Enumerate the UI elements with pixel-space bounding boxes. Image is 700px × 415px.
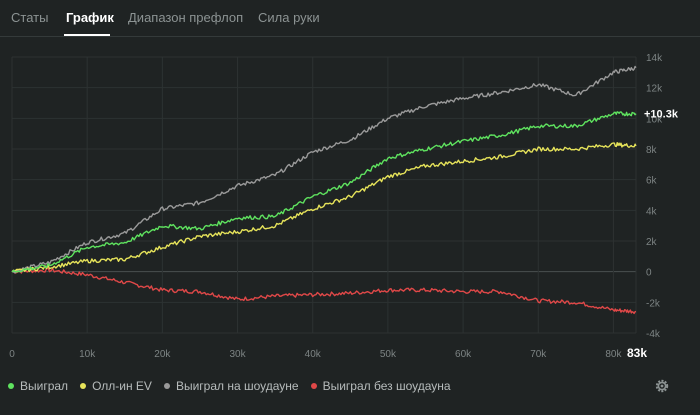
legend-label: Выиграл без шоудауна: [322, 379, 451, 393]
legend-dot-icon: [163, 383, 170, 389]
winnings-chart: 14k 12k 10k 8k 6k 4k 2k 0 -2k -4k 0 10k 20k 30k 40k 50k…: [9, 53, 679, 360]
chart-legend: Выиграл Олл-ин EV Выиграл на шоудауне Выигр…: [8, 378, 463, 396]
end-x-label: 83k: [627, 346, 647, 360]
x-tick-label: 80k: [605, 349, 622, 360]
chart-panel: 14k 12k 10k 8k 6k 4k 2k 0 -2k -4k 0 10k 20k 30k 40k 50k…: [0, 37, 700, 367]
legend-label: Выиграл на шоудауне: [175, 379, 299, 393]
legend-item-1[interactable]: Олл-ин EV: [80, 379, 152, 393]
x-tick-label: 50k: [380, 349, 397, 360]
y-tick-label: 14k: [646, 53, 663, 64]
tab-graph[interactable]: График: [66, 10, 114, 25]
x-tick-label: 0: [9, 349, 15, 360]
x-tick-label: 70k: [530, 349, 547, 360]
y-tick-label: 0: [646, 268, 652, 279]
y-tick-label: -4k: [646, 329, 661, 340]
legend-item-0[interactable]: Выиграл: [8, 379, 68, 393]
x-tick-label: 10k: [79, 349, 96, 360]
series-line-2: [11, 65, 637, 274]
series-line-3: [11, 267, 637, 315]
tab-stats[interactable]: Статы: [11, 10, 49, 25]
series-line-0: [11, 111, 637, 273]
y-tick-label: -2k: [646, 298, 661, 309]
y-tick-label: 2k: [646, 237, 658, 248]
legend-item-2[interactable]: Выиграл на шоудауне: [163, 379, 299, 393]
y-tick-label: 10k: [646, 114, 663, 125]
tab-hand-strength[interactable]: Сила руки: [258, 10, 320, 25]
legend-dot-icon: [310, 383, 317, 389]
y-tick-label: 12k: [646, 84, 663, 95]
legend-dot-icon: [8, 383, 14, 389]
legend-label: Олл-ин EV: [92, 379, 152, 393]
active-tab-underline: [64, 34, 110, 36]
y-tick-label: 8k: [646, 145, 658, 156]
legend-item-3[interactable]: Выиграл без шоудауна: [310, 379, 451, 393]
gear-icon[interactable]: [654, 378, 670, 394]
y-tick-label: 4k: [646, 206, 658, 217]
x-tick-label: 40k: [305, 349, 322, 360]
x-tick-label: 30k: [229, 349, 246, 360]
tab-preflop-range[interactable]: Диапазон префлоп: [128, 10, 244, 25]
legend-label: Выиграл: [20, 379, 69, 393]
y-tick-label: 6k: [646, 176, 658, 187]
end-value-label: +10.3k: [644, 109, 679, 121]
series-line-1: [11, 141, 637, 273]
x-tick-label: 60k: [455, 349, 472, 360]
legend-dot-icon: [80, 383, 87, 389]
x-tick-label: 20k: [154, 349, 171, 360]
tab-bar: Статы График Диапазон префлоп Сила руки: [0, 0, 700, 37]
